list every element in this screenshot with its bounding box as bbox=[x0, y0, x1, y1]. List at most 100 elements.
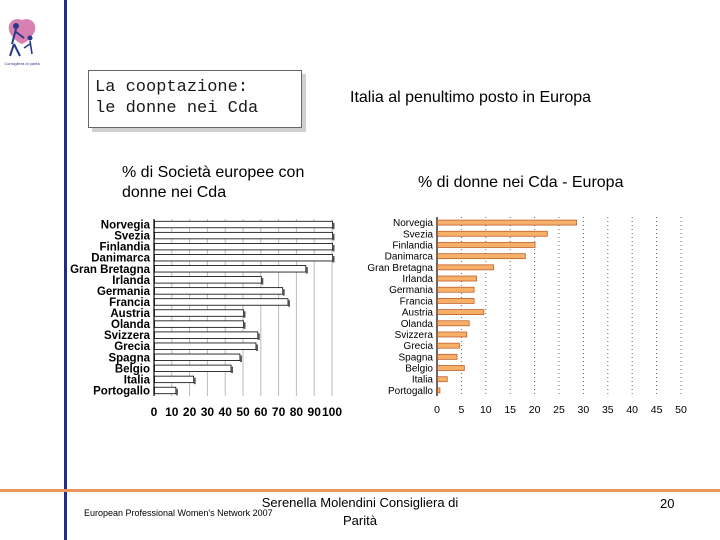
category-label: Finlandia bbox=[100, 242, 151, 254]
category-label: Norvegia bbox=[101, 220, 151, 232]
title-line-2: le donne nei Cda bbox=[95, 99, 259, 118]
category-label: Italia bbox=[124, 374, 151, 386]
left-bar-chart: 0 10 20 30 40 50 60 70 80 90 100 Norvegia Svezia Finl… bbox=[70, 210, 360, 425]
bar bbox=[154, 353, 241, 361]
footer-source: European Professional Women's Network 20… bbox=[84, 508, 273, 518]
bar bbox=[437, 298, 475, 304]
bar bbox=[154, 254, 333, 262]
vertical-accent-line bbox=[64, 0, 67, 540]
bar-shadow bbox=[175, 388, 178, 396]
category-label: Germania bbox=[389, 285, 433, 296]
category-label: Danimarca bbox=[385, 252, 434, 263]
category-label: Olanda bbox=[111, 319, 151, 331]
category-label: Grecia bbox=[114, 341, 150, 353]
bar-shadow bbox=[332, 233, 335, 241]
bar bbox=[154, 364, 232, 372]
bar bbox=[154, 386, 177, 395]
tick-label: 0 bbox=[151, 405, 158, 419]
tick-label: 40 bbox=[219, 405, 233, 419]
category-label: Austria bbox=[402, 308, 434, 319]
bar-shadow bbox=[305, 267, 308, 274]
tick-label: 35 bbox=[602, 404, 614, 416]
tick-label: 20 bbox=[183, 405, 197, 419]
bar-shadow bbox=[261, 278, 264, 285]
tick-label: 10 bbox=[165, 405, 179, 419]
bar bbox=[154, 287, 284, 295]
logo-emblem-icon bbox=[2, 14, 42, 64]
bar bbox=[437, 376, 448, 383]
category-label: Grecia bbox=[404, 341, 434, 352]
bar-shadow bbox=[255, 344, 258, 351]
footer-divider-line bbox=[0, 489, 720, 492]
category-label: Spagna bbox=[399, 352, 434, 363]
tick-label: 40 bbox=[626, 404, 638, 416]
bar bbox=[437, 365, 465, 371]
bar bbox=[437, 320, 470, 327]
headline: Italia al penultimo posto in Europa bbox=[350, 89, 592, 106]
tick-label: 10 bbox=[480, 404, 492, 416]
bar-shadow bbox=[332, 244, 335, 252]
bar bbox=[437, 264, 495, 271]
category-label: Irlanda bbox=[112, 275, 150, 287]
category-label: Finlandia bbox=[392, 240, 433, 251]
category-label: Norvegia bbox=[393, 218, 433, 229]
bar bbox=[154, 243, 333, 251]
tick-label: 50 bbox=[675, 404, 687, 416]
bar bbox=[154, 231, 333, 240]
left-chart-svg: 0 10 20 30 40 50 60 70 80 90 100 NorvegiaSveziaFinl… bbox=[70, 219, 342, 419]
bar bbox=[154, 220, 333, 229]
category-label: Irlanda bbox=[402, 274, 433, 285]
bar-shadow bbox=[257, 333, 260, 340]
category-label: Portogallo bbox=[93, 385, 150, 397]
tick-label: 30 bbox=[578, 404, 590, 416]
bar bbox=[437, 309, 485, 315]
category-label: Svezia bbox=[403, 229, 433, 240]
tick-label: 20 bbox=[529, 404, 541, 416]
bar-shadow bbox=[288, 300, 290, 307]
tick-label: 5 bbox=[458, 404, 464, 416]
bar bbox=[154, 298, 289, 306]
logo bbox=[2, 14, 42, 66]
bar-shadow bbox=[282, 289, 285, 296]
right-bar-chart: 0 5 10 15 20 25 30 35 40 45 50 Norvegia Svezia Finlan… bbox=[360, 210, 700, 420]
category-label: Gran Bretagna bbox=[70, 264, 150, 276]
category-label: Svizzera bbox=[104, 330, 151, 342]
category-label: Belgio bbox=[115, 363, 150, 375]
bar bbox=[437, 286, 475, 293]
category-label: Italia bbox=[412, 375, 434, 386]
bar bbox=[437, 242, 536, 248]
category-label: Belgio bbox=[405, 364, 433, 375]
bar bbox=[154, 309, 244, 317]
bar-shadow bbox=[193, 377, 196, 385]
category-label: Svezia bbox=[114, 231, 150, 243]
page-number: 20 bbox=[660, 496, 675, 511]
tick-label: 80 bbox=[290, 405, 304, 419]
category-label: Danimarca bbox=[91, 253, 150, 265]
bar bbox=[154, 375, 195, 384]
tick-label: 70 bbox=[272, 405, 286, 419]
bar bbox=[154, 342, 257, 350]
category-label: Francia bbox=[109, 297, 151, 309]
tick-label: 100 bbox=[322, 405, 342, 419]
category-label: Olanda bbox=[401, 319, 434, 330]
bar bbox=[154, 276, 262, 284]
right-chart-svg: 0 5 10 15 20 25 30 35 40 45 50 NorvegiaSveziaFinlan… bbox=[367, 217, 687, 416]
bar bbox=[154, 320, 244, 328]
bar bbox=[437, 387, 441, 394]
slide-title: La cooptazione: le donne nei Cda bbox=[88, 70, 302, 128]
bar bbox=[437, 219, 577, 226]
bar bbox=[437, 275, 477, 282]
tick-label: 60 bbox=[254, 405, 268, 419]
tick-label: 15 bbox=[504, 404, 516, 416]
logo-caption: Consigliera di parità bbox=[4, 61, 40, 66]
category-label: Spagna bbox=[108, 352, 150, 364]
category-label: Germania bbox=[97, 286, 151, 298]
title-line-1: La cooptazione: bbox=[95, 78, 249, 97]
category-label: Svizzera bbox=[395, 330, 434, 341]
tick-label: 50 bbox=[236, 405, 250, 419]
category-label: Portogallo bbox=[388, 386, 433, 397]
bar bbox=[437, 342, 460, 349]
bar-shadow bbox=[239, 355, 242, 363]
bar bbox=[437, 353, 458, 360]
bar bbox=[437, 230, 548, 237]
